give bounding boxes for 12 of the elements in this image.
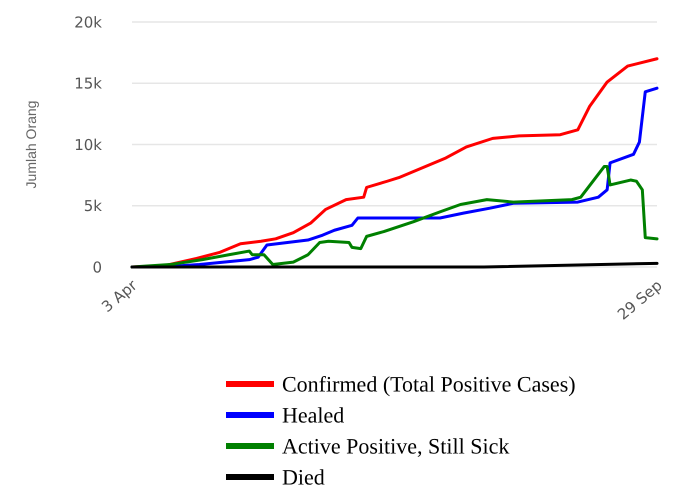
- y-tick-label: 10k: [74, 136, 102, 154]
- legend-label: Active Positive, Still Sick: [282, 434, 510, 459]
- y-tick-label: 0: [92, 258, 102, 276]
- legend-label: Died: [282, 464, 325, 490]
- y-tick-label: 15k: [74, 74, 102, 92]
- y-axis-title: Jumlah Orang: [23, 100, 39, 188]
- legend-label: Confirmed (Total Positive Cases): [282, 372, 576, 397]
- legend-label: Healed: [282, 402, 344, 428]
- x-tick-label: 3 Apr: [98, 276, 142, 316]
- y-tick-label: 20k: [74, 13, 102, 32]
- x-tick-label: 29 Sep: [614, 276, 666, 324]
- y-tick-label: 5k: [84, 197, 102, 215]
